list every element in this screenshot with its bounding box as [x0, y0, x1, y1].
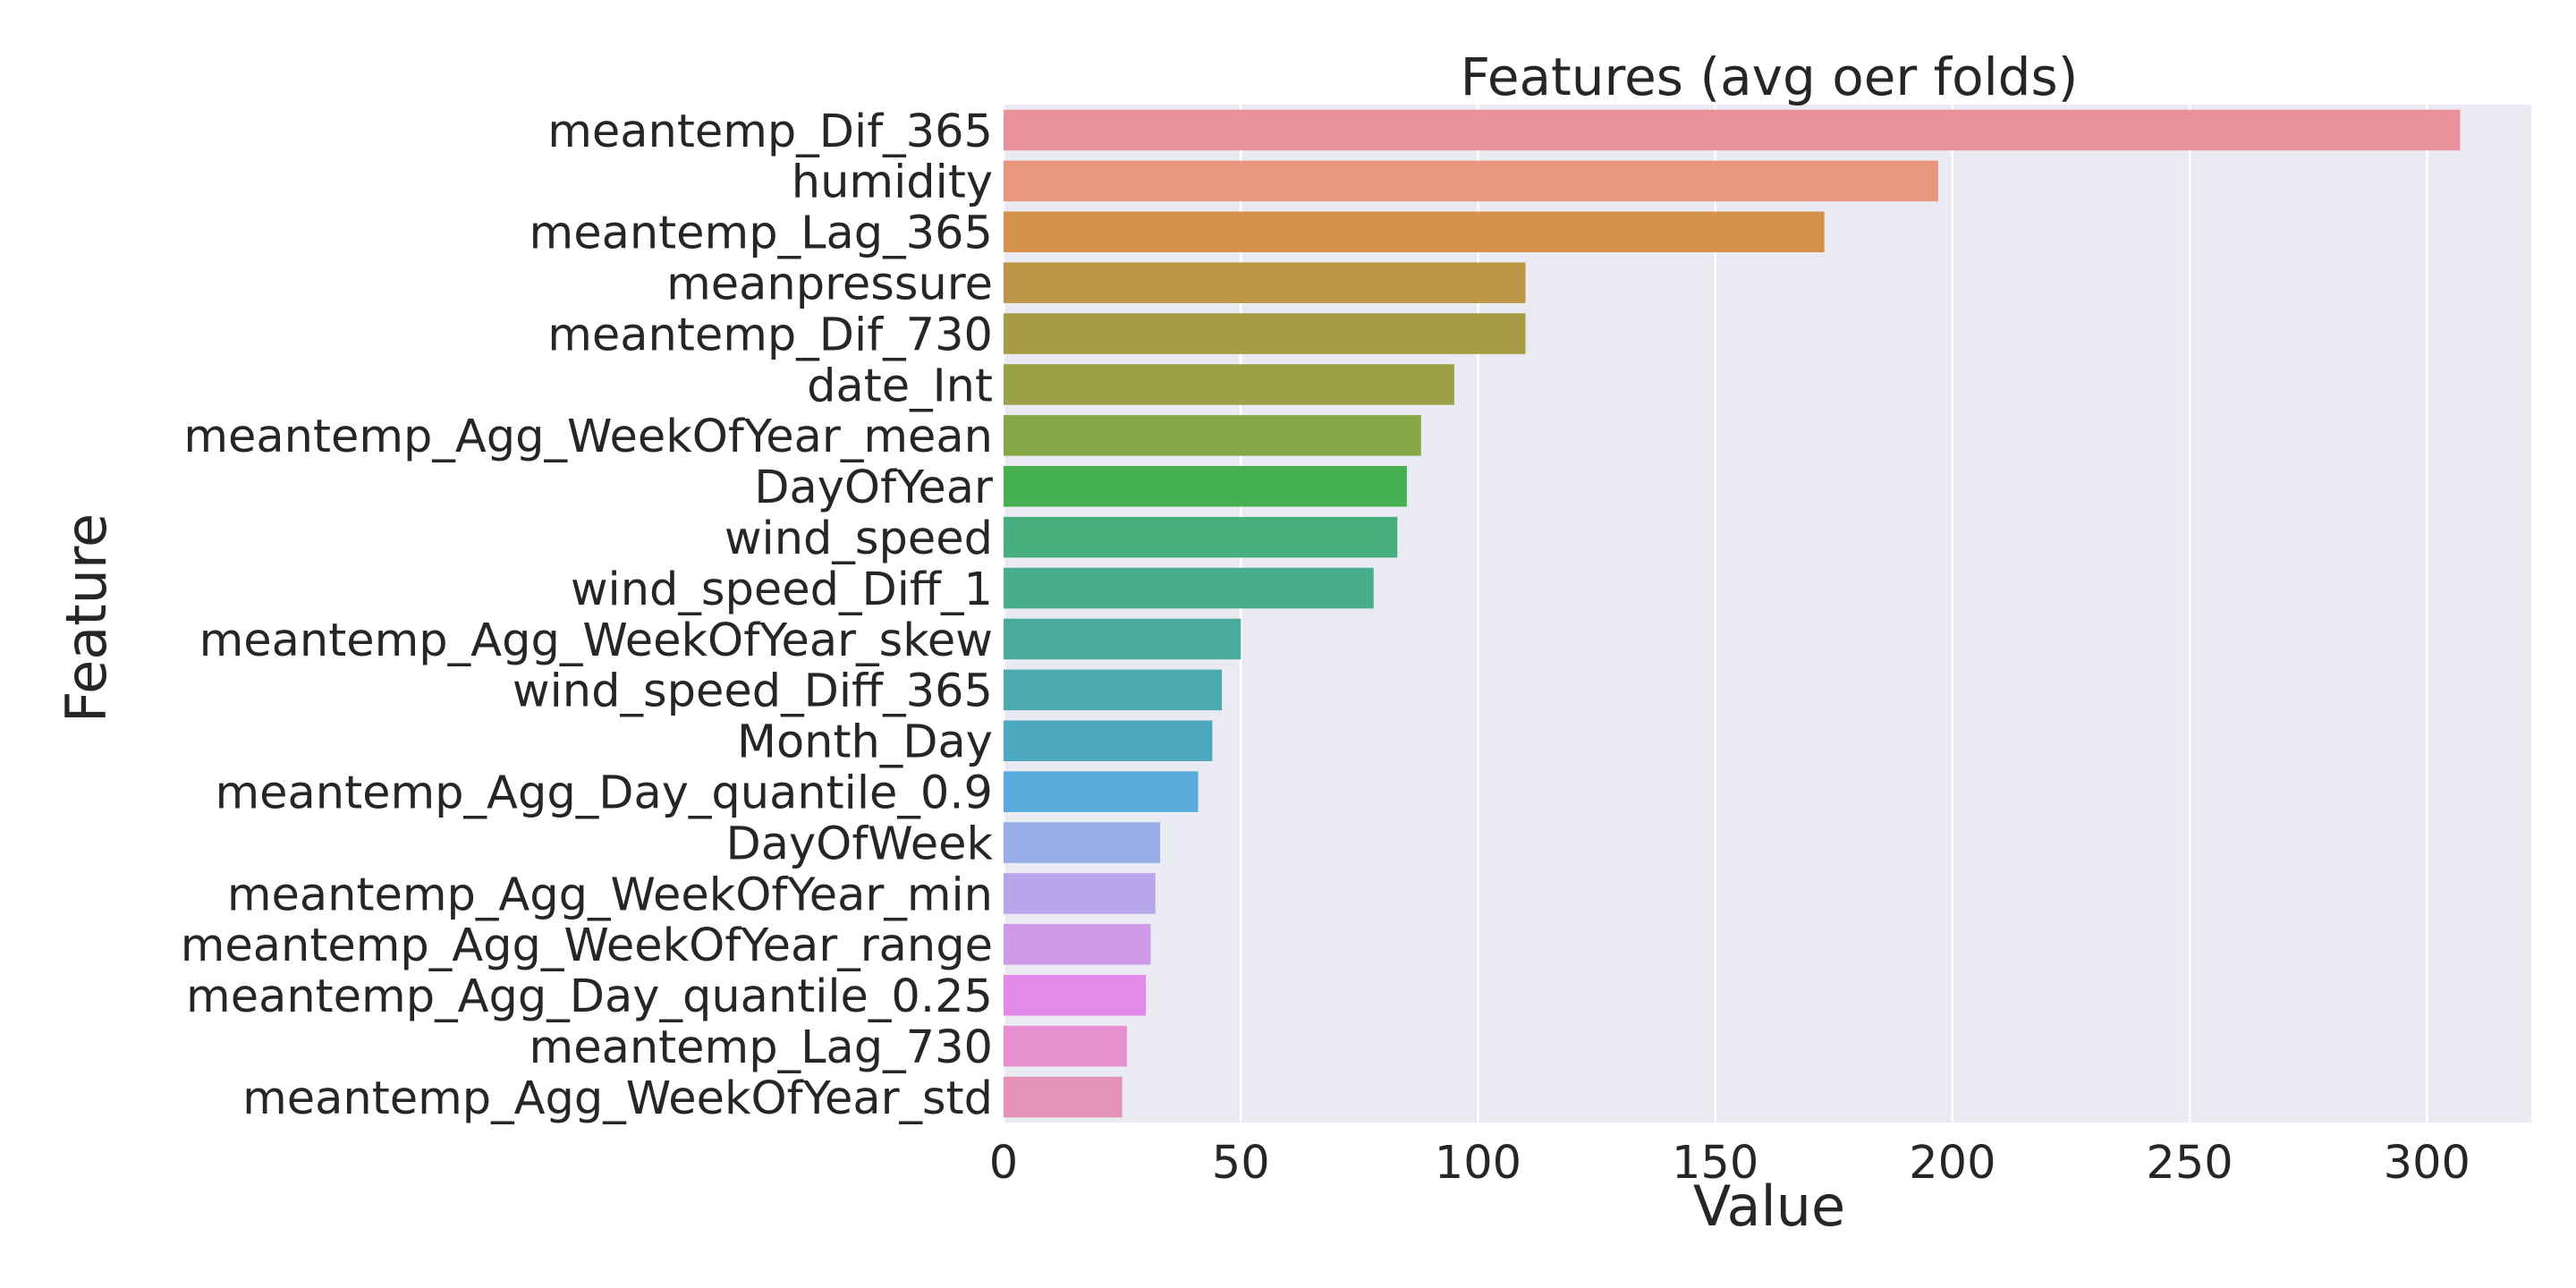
- bar: [1004, 415, 1421, 456]
- chart-title: Features (avg oer folds): [1461, 47, 2079, 107]
- bar: [1004, 160, 1938, 202]
- bar: [1004, 516, 1398, 558]
- bar: [1004, 974, 1147, 1016]
- x-tick-labels: 0 50 100 150 200 250 300: [989, 1137, 2470, 1190]
- bar: [1004, 567, 1374, 609]
- bar: [1004, 109, 2461, 151]
- bar: [1004, 364, 1454, 405]
- x-tick-label: 100: [1435, 1137, 1521, 1190]
- bar: [1004, 822, 1161, 863]
- x-tick-label: 50: [1212, 1137, 1270, 1190]
- y-tick-label: wind_speed: [724, 513, 993, 565]
- y-tick-label: meantemp_Agg_WeekOfYear_skew: [199, 614, 993, 667]
- bar: [1004, 1076, 1123, 1118]
- y-tick-label: wind_speed_Diff_1: [571, 564, 993, 616]
- x-tick-label: 250: [2146, 1137, 2233, 1190]
- x-tick-label: 300: [2384, 1137, 2470, 1190]
- bar: [1004, 771, 1199, 812]
- x-axis-title: Value: [1693, 1174, 1845, 1239]
- y-tick-label: humidity: [792, 157, 993, 209]
- bar: [1004, 924, 1151, 965]
- y-tick-label: meantemp_Lag_365: [530, 208, 993, 260]
- bar: [1004, 465, 1407, 507]
- y-tick-label: meantemp_Agg_Day_quantile_0.25: [186, 970, 993, 1023]
- x-tick-label: 150: [1672, 1137, 1758, 1190]
- bars: [1004, 109, 2461, 1118]
- bar: [1004, 211, 1825, 253]
- bar: [1004, 618, 1241, 660]
- bar: [1004, 669, 1222, 711]
- y-tick-label: meantemp_Agg_Day_quantile_0.9: [216, 767, 994, 820]
- y-tick-label: meantemp_Dif_730: [547, 309, 993, 361]
- bar: [1004, 313, 1526, 354]
- y-tick-label: meantemp_Agg_WeekOfYear_mean: [183, 411, 993, 463]
- y-tick-label: DayOfYear: [754, 462, 993, 514]
- x-tick-label: 0: [989, 1137, 1018, 1190]
- bar: [1004, 720, 1213, 762]
- bar: [1004, 1025, 1127, 1067]
- y-tick-label: meantemp_Agg_WeekOfYear_min: [227, 869, 993, 921]
- y-tick-label: wind_speed_Diff_365: [513, 665, 993, 718]
- y-tick-label: Month_Day: [737, 716, 993, 769]
- x-tick-label: 200: [1909, 1137, 1996, 1190]
- y-tick-label: date_Int: [807, 360, 993, 412]
- y-tick-labels: meantemp_Dif_365humiditymeantemp_Lag_365…: [181, 106, 994, 1125]
- y-tick-label: meantemp_Agg_WeekOfYear_range: [181, 919, 993, 972]
- y-tick-label: meantemp_Dif_365: [547, 106, 993, 158]
- y-axis-title: Feature: [54, 513, 119, 723]
- y-tick-label: meantemp_Lag_730: [530, 1021, 993, 1074]
- bar: [1004, 262, 1526, 303]
- y-tick-label: meanpressure: [666, 258, 993, 311]
- y-tick-label: DayOfWeek: [725, 818, 993, 870]
- bar: [1004, 873, 1156, 914]
- y-tick-label: meantemp_Agg_WeekOfYear_std: [242, 1072, 993, 1125]
- plot-area: [1004, 105, 2531, 1123]
